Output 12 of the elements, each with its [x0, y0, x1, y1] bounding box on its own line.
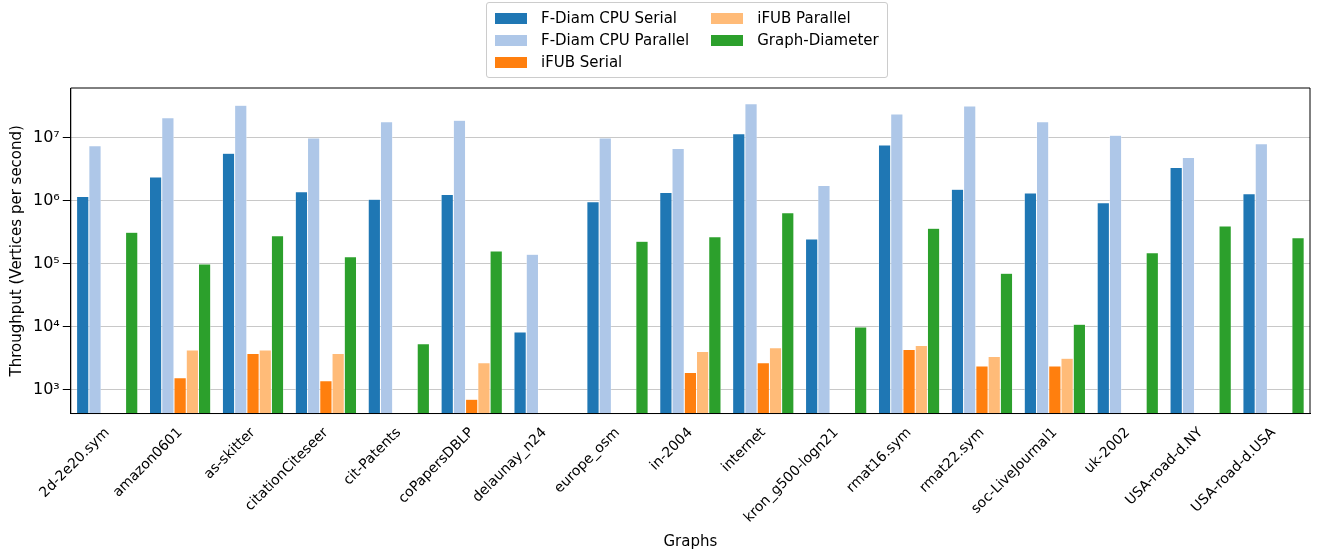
legend-label: F-Diam CPU Serial	[541, 9, 678, 27]
legend-label: F-Diam CPU Parallel	[541, 31, 690, 49]
y-tick-label: 10³	[32, 379, 60, 399]
y-tick-label: 10⁷	[32, 127, 60, 147]
x-axis-title: Graphs	[663, 531, 718, 550]
legend-label: iFUB Parallel	[757, 9, 851, 27]
legend-label: Graph-Diameter	[757, 31, 879, 49]
legend-label: iFUB Serial	[541, 53, 623, 71]
y-tick-label: 10⁴	[32, 316, 60, 336]
y-tick-label: 10⁵	[32, 253, 60, 273]
y-tick-label: 10⁶	[32, 190, 60, 210]
y-axis-title: Throughput (Vertices per second)	[6, 125, 25, 378]
